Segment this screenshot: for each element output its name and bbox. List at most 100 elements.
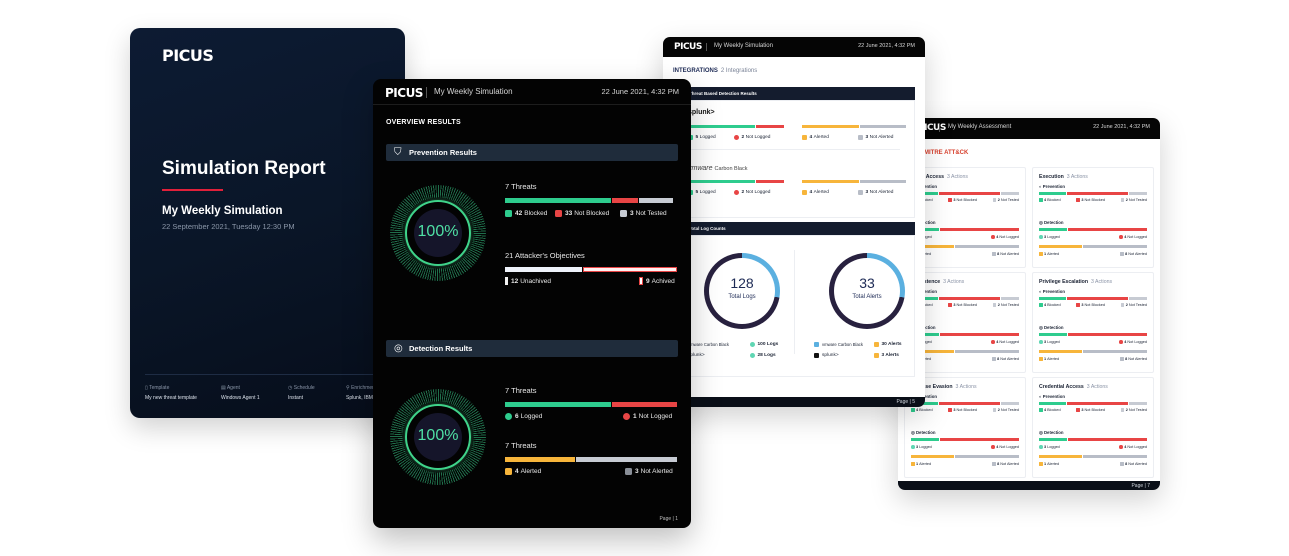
log-counts-bar: Total Log Counts (673, 222, 915, 235)
not-logged-icon (991, 235, 995, 239)
picus-logo: PICUS (674, 42, 702, 52)
not-tested-shield-icon (992, 198, 997, 202)
prevention-results-bar: ⛉ Prevention Results (386, 144, 678, 161)
integrations-header: PICUS My Weekly Simulation 22 June 2021,… (663, 37, 925, 57)
alert-light-icon (1039, 462, 1043, 466)
objectives-label: 21 Attacker's Objectives (505, 251, 585, 260)
header-separator (426, 87, 427, 98)
not-tested-shield-icon (1120, 408, 1125, 412)
alerted-legend: 4 Alerted (505, 468, 541, 475)
tactic-card[interactable]: Privilege Escalation 3 Actions ◐ Preventio… (1032, 272, 1154, 373)
radar-icon: ◎ (1039, 325, 1044, 330)
assessment-footer: Page | 7 (898, 481, 1160, 490)
header-separator (706, 43, 707, 51)
assessment-header: PICUS My Weekly Assessment 22 June 2021,… (898, 118, 1160, 139)
tactic-actions: 3 Actions (946, 174, 969, 180)
achieved-swatch (639, 277, 643, 285)
not-blocked-shield-icon (1076, 303, 1080, 307)
integrations-footer: Page | 5 (663, 397, 925, 407)
splunk-swatch (814, 353, 819, 358)
blocked-shield-icon (1039, 303, 1043, 307)
blocked-shield-icon (505, 210, 512, 217)
radar-icon: ◎ (1039, 220, 1044, 225)
agent-icon: ▤ (221, 385, 227, 391)
tactic-card[interactable]: Execution 3 Actions ◐ Prevention 4 Blocked 3 N… (1032, 167, 1154, 268)
not-alerted-icon (992, 462, 996, 466)
logged-bar (911, 228, 1019, 231)
logged-icon (1039, 235, 1043, 239)
meta-agent: ▤ Agent Windows Agent 1 (221, 385, 260, 401)
prevention-subheading: ◐ Prevention (1039, 394, 1066, 399)
picus-logo: PICUS (162, 46, 214, 65)
total-logs-donut: 128 Total Logs (704, 253, 780, 329)
shield-icon: ◐ (1039, 394, 1043, 399)
alert-light-icon (1039, 252, 1043, 256)
report-date: 22 September 2021, Tuesday 12:30 PM (162, 222, 295, 231)
not-tested-shield-icon (1120, 198, 1125, 202)
tactic-card[interactable]: Credential Access 3 Actions ◐ Prevention 4 B… (1032, 377, 1154, 478)
logged-bar (688, 125, 784, 128)
log-icon (750, 342, 755, 347)
not-logged-legend: 2 Not Logged (734, 135, 770, 140)
not-alerted-icon (992, 252, 996, 256)
alerted-bar (1039, 350, 1147, 353)
logged-icon (1039, 445, 1043, 449)
cover-page[interactable]: PICUS Simulation Report My Weekly Simula… (130, 28, 405, 418)
not-logged-legend: 2 Not Logged (734, 190, 770, 195)
picus-logo: PICUS (918, 123, 946, 133)
blocked-legend: 42 Blocked (505, 210, 547, 217)
logged-legend: 5 Logged (688, 190, 716, 195)
not-alerted-icon (1120, 462, 1124, 466)
alerted-bar (802, 180, 906, 183)
not-tested-shield-icon (1120, 303, 1125, 307)
alert-legend-vmware: vmware Carbon Black (814, 342, 863, 347)
integrations-report-page[interactable]: PICUS My Weekly Simulation 22 June 2021,… (663, 37, 925, 407)
alert-light-icon (505, 468, 512, 475)
report-name: My Weekly Simulation (714, 43, 773, 49)
prevention-subheading: ◐ Prevention (1039, 289, 1066, 294)
detection-threats-label: 7 Threats (505, 386, 537, 395)
alert-light-icon (874, 342, 879, 347)
alert-light-icon (911, 462, 915, 466)
logged-bar (1039, 438, 1147, 441)
not-alerted-legend: 3 Not Alerted (858, 135, 893, 140)
not-alerted-icon (858, 190, 863, 195)
integrations-count: 2 Integrations (720, 68, 758, 74)
not-logged-icon (623, 413, 630, 420)
not-logged-icon (734, 190, 739, 195)
not-logged-legend: 1 Not Logged (623, 413, 672, 420)
overview-report-page[interactable]: PICUS My Weekly Simulation 22 June 2021,… (373, 79, 691, 528)
template-icon: ▯ (145, 385, 150, 391)
threat-detection-bar: Threat Based Detection Results (673, 87, 915, 100)
radar-icon: ◎ (1039, 430, 1044, 435)
tactic-actions: 3 Actions (1086, 384, 1108, 390)
shield-icon: ◐ (1039, 289, 1043, 294)
clock-icon: ◷ (288, 385, 294, 391)
not-alerted-icon (1120, 252, 1124, 256)
log-legend-vmware: vmware Carbon Black (688, 342, 729, 347)
prevention-bar (1039, 297, 1147, 300)
prevention-threats-label: 7 Threats (505, 182, 537, 191)
header-separator (939, 124, 940, 132)
detection-subheading: ◎ Detection (1039, 220, 1064, 225)
logged-bar (1039, 228, 1147, 231)
alert-light-icon (1039, 357, 1043, 361)
integrations-heading: INTEGRATIONS 2 Integrations (673, 68, 758, 74)
not-alerted-legend: 3 Not Alerted (625, 468, 673, 475)
not-alerted-legend: 3 Not Alerted (858, 190, 893, 195)
radar-icon: ◎ (394, 343, 403, 354)
radar-icon: ◎ (911, 430, 916, 435)
report-title: Simulation Report (162, 158, 326, 179)
row-divider (688, 149, 900, 150)
not-logged-icon (991, 445, 995, 449)
assessment-report-page[interactable]: PICUS My Weekly Assessment 22 June 2021,… (898, 118, 1160, 490)
